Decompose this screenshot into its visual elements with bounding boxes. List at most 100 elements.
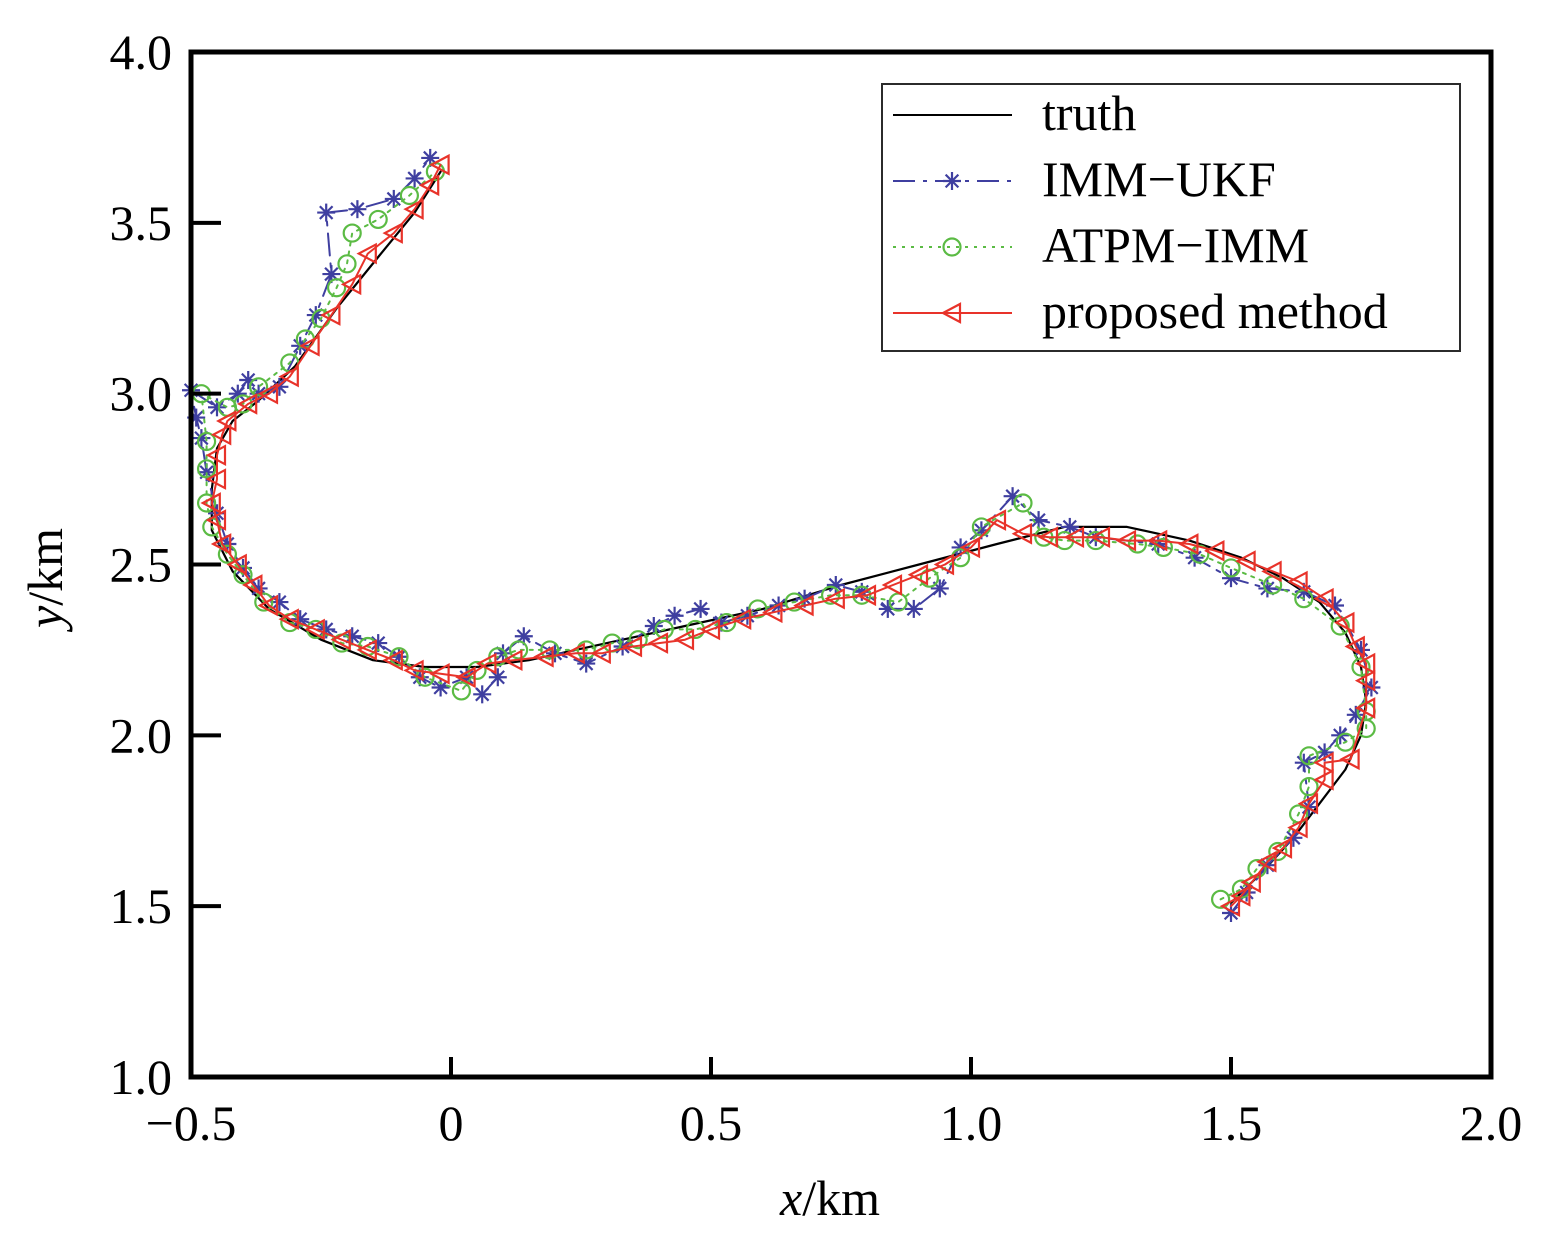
marker-atpm-imm	[576, 640, 596, 660]
y-axis-label: y/km	[17, 528, 73, 633]
marker-imm-ukf	[644, 617, 663, 635]
marker-proposed-method	[455, 666, 476, 689]
marker-proposed-method	[1219, 895, 1241, 917]
marker-proposed-method	[907, 563, 929, 586]
marker-atpm-imm	[508, 640, 529, 660]
marker-proposed-method	[564, 642, 585, 665]
marker-proposed-method	[210, 533, 232, 555]
x-axis-label-unit: /km	[802, 1170, 880, 1226]
x-tick-label: 1.0	[940, 1095, 1003, 1151]
x-tick-label: 1.5	[1200, 1095, 1263, 1151]
marker-proposed-method	[959, 536, 981, 559]
y-tick-label: 3.0	[110, 366, 173, 422]
y-tick-label: 2.5	[110, 537, 173, 593]
x-tick-label: 2.0	[1460, 1095, 1523, 1151]
x-tick-label: 0	[439, 1095, 464, 1151]
series-line-proposed-method	[210, 163, 1368, 908]
marker-atpm-imm	[197, 493, 217, 513]
marker-atpm-imm	[451, 681, 471, 701]
marker-imm-ukf	[1222, 569, 1240, 588]
marker-imm-ukf	[317, 203, 336, 222]
marker-proposed-method	[699, 618, 721, 641]
y-tick-label: 1.0	[110, 1049, 173, 1105]
x-axis-label-var: x	[779, 1170, 802, 1226]
marker-imm-ukf	[1258, 579, 1277, 598]
marker-imm-ukf	[348, 200, 367, 219]
plot-series	[182, 148, 1381, 922]
marker-proposed-method	[476, 652, 497, 675]
marker-proposed-method	[855, 584, 877, 607]
x-tick-label: 0.5	[680, 1095, 743, 1151]
marker-imm-ukf	[192, 429, 211, 448]
marker-atpm-imm	[654, 619, 674, 640]
marker-proposed-method	[382, 649, 403, 671]
marker-atpm-imm	[327, 278, 347, 298]
marker-atpm-imm	[1221, 558, 1241, 578]
marker-imm-ukf	[904, 599, 923, 618]
marker-atpm-imm	[1299, 776, 1319, 797]
marker-proposed-method	[356, 639, 377, 661]
marker-proposed-method	[1063, 526, 1085, 548]
legend-samples	[893, 114, 1012, 324]
x-tick-label: −0.5	[146, 1095, 237, 1151]
marker-atpm-imm	[628, 630, 648, 650]
marker-proposed-method	[1178, 533, 1199, 555]
marker-proposed-method	[1271, 837, 1293, 859]
marker-atpm-imm	[1268, 841, 1288, 862]
marker-proposed-method	[1235, 550, 1256, 572]
marker-proposed-method	[429, 153, 450, 176]
marker-atpm-imm	[233, 394, 253, 414]
marker-proposed-method	[278, 365, 299, 388]
marker-imm-ukf	[369, 634, 388, 653]
marker-atpm-imm	[1299, 746, 1319, 766]
marker-proposed-method	[793, 594, 814, 617]
marker-proposed-method	[1354, 669, 1376, 692]
legend-label-proposed-method: proposed method	[1042, 283, 1388, 339]
marker-proposed-method	[1240, 871, 1261, 894]
marker-proposed-method	[278, 608, 299, 630]
marker-proposed-method	[205, 509, 227, 531]
marker-atpm-imm	[1127, 534, 1148, 554]
marker-proposed-method	[1313, 768, 1334, 791]
marker-proposed-method	[236, 393, 258, 415]
legend-box	[881, 83, 1461, 352]
marker-imm-ukf	[405, 169, 424, 188]
marker-proposed-method	[824, 587, 845, 610]
x-axis-label: x/km	[779, 1170, 880, 1226]
legend-marker-proposed-method	[940, 302, 962, 324]
marker-proposed-method	[1256, 850, 1277, 873]
marker-proposed-method	[418, 174, 440, 197]
y-tick-label: 2.0	[110, 707, 173, 763]
marker-proposed-method	[257, 382, 279, 405]
marker-proposed-method	[205, 468, 227, 490]
marker-atpm-imm	[399, 185, 419, 206]
legend-marker-atpm-imm	[942, 237, 962, 257]
marker-proposed-method	[205, 444, 227, 466]
marker-proposed-method	[200, 492, 221, 514]
marker-proposed-method	[226, 553, 247, 576]
marker-atpm-imm	[1335, 732, 1356, 752]
marker-proposed-method	[257, 594, 279, 617]
marker-atpm-imm	[249, 377, 269, 397]
series-proposed-method	[200, 153, 1376, 917]
marker-atpm-imm	[540, 640, 560, 660]
marker-atpm-imm	[217, 544, 237, 564]
marker-proposed-method	[1334, 611, 1355, 634]
marker-imm-ukf	[431, 678, 450, 697]
marker-imm-ukf	[488, 668, 507, 687]
marker-proposed-method	[210, 423, 232, 446]
y-axis-label-var: y	[17, 605, 73, 633]
marker-proposed-method	[533, 645, 554, 668]
legend-label-truth: truth	[1042, 85, 1136, 141]
marker-proposed-method	[1037, 526, 1059, 548]
marker-proposed-method	[1011, 522, 1033, 545]
marker-proposed-method	[403, 198, 424, 220]
marker-atpm-imm	[1153, 537, 1174, 558]
marker-proposed-method	[1297, 792, 1319, 815]
marker-proposed-method	[985, 509, 1007, 531]
marker-atpm-imm	[197, 431, 217, 452]
marker-atpm-imm	[342, 223, 362, 243]
marker-proposed-method	[242, 574, 263, 596]
marker-imm-ukf	[930, 579, 949, 598]
